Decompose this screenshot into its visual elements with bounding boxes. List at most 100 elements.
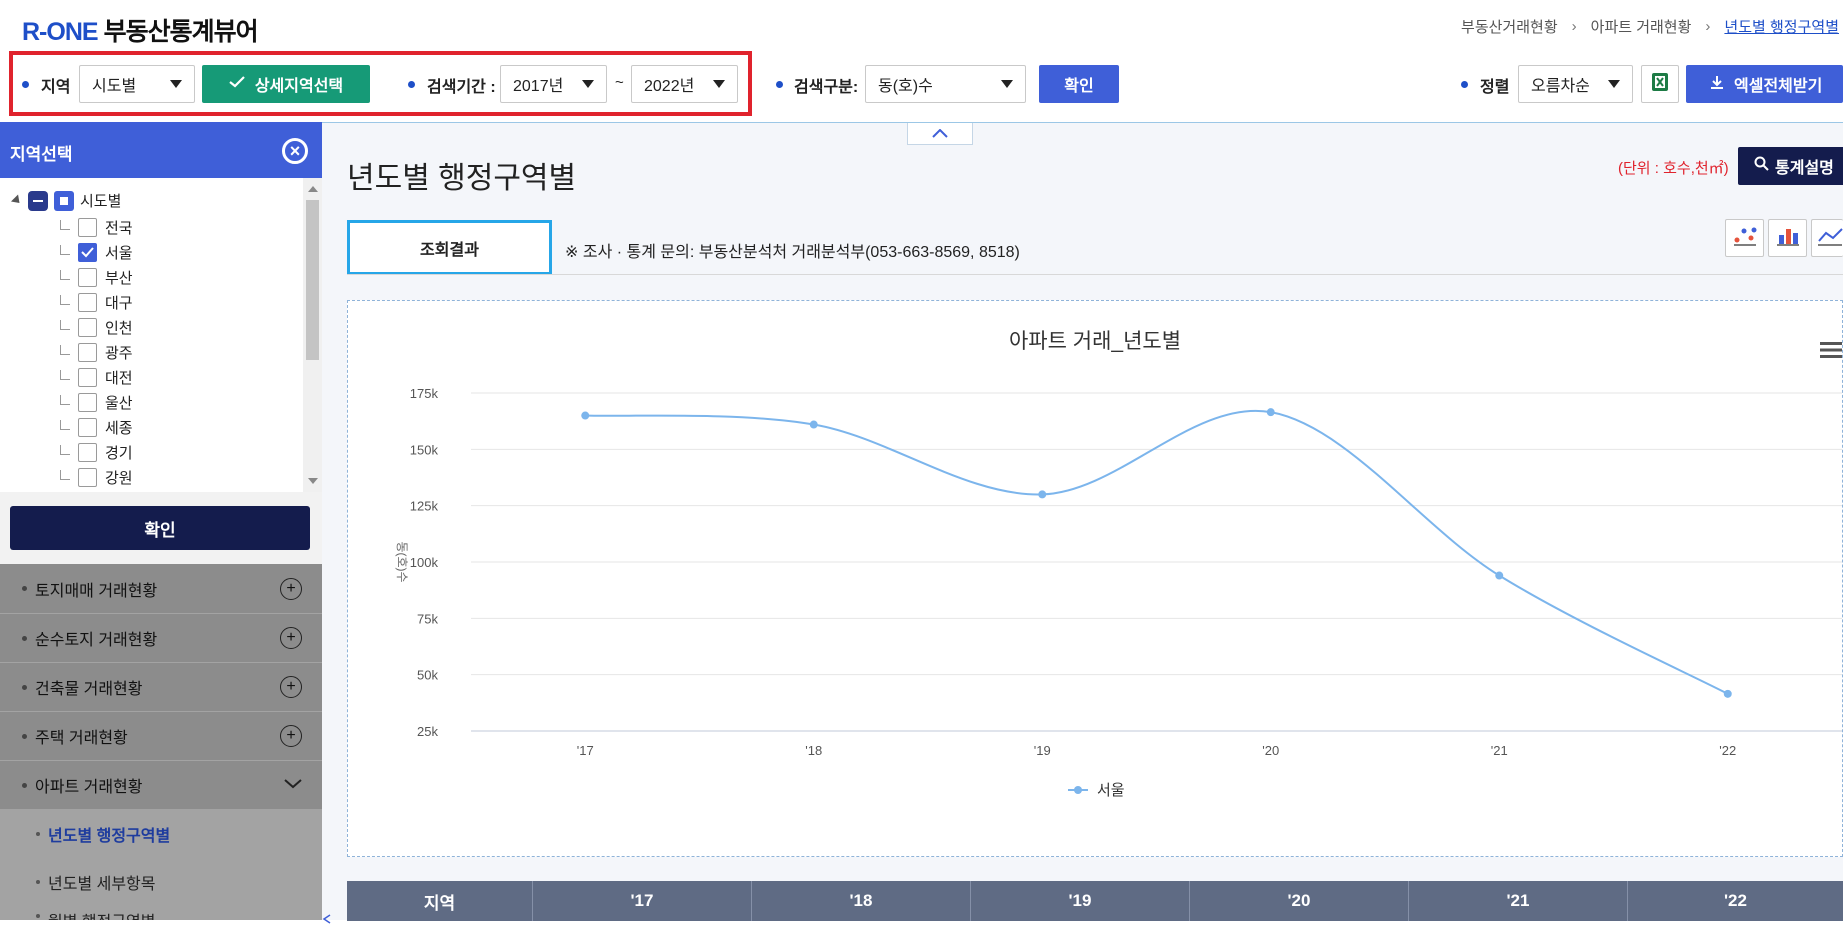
stat-description-button[interactable]: 통계설명: [1738, 147, 1843, 185]
submenu-yearly-region[interactable]: 년도별 행정구역별: [0, 810, 322, 858]
y-tick-label: 100k: [410, 555, 439, 570]
y-tick-label: 150k: [410, 442, 439, 457]
tree-item[interactable]: 세종: [60, 415, 133, 440]
tree-connector: [60, 469, 70, 480]
app-name: 부동산통계뷰어: [103, 18, 259, 46]
scroll-up-icon[interactable]: [308, 186, 318, 192]
menu-housing-trade[interactable]: 주택 거래현황 +: [0, 712, 322, 761]
collapse-icon[interactable]: [28, 190, 48, 211]
tree-item[interactable]: 인천: [60, 315, 133, 340]
region-checkbox[interactable]: [78, 243, 97, 262]
chevron-down-icon: [582, 80, 594, 88]
excel-download-button[interactable]: [1641, 65, 1679, 103]
line-chart-button[interactable]: [1811, 219, 1843, 257]
tree-item[interactable]: 대구: [60, 290, 133, 315]
tree-item-label: 대전: [105, 370, 133, 387]
menu-land-trade[interactable]: 토지매매 거래현황 +: [0, 564, 322, 614]
y-tick-label: 75k: [417, 611, 438, 626]
region-checkbox[interactable]: [78, 268, 97, 287]
table-header-cell: '17: [533, 881, 752, 921]
excel-all-download-button[interactable]: 엑셀전체받기: [1686, 65, 1843, 103]
menu-label: 순수토지 거래현황: [35, 632, 158, 649]
chevron-down-icon: [1001, 80, 1013, 88]
tree-connector: [60, 269, 70, 280]
data-point: [809, 420, 818, 429]
expand-triangle-icon[interactable]: [10, 194, 24, 207]
app-logo[interactable]: R-ONE 부동산통계뷰어: [22, 12, 259, 48]
table-header-cell: '20: [1190, 881, 1409, 921]
tree-root-label: 시도별: [80, 193, 122, 210]
tree-item[interactable]: 전국: [60, 215, 133, 240]
scatter-chart-button[interactable]: [1725, 219, 1764, 257]
tree-item[interactable]: 강원: [60, 465, 133, 490]
chevron-up-icon[interactable]: [284, 776, 302, 794]
tree-item[interactable]: 경기: [60, 440, 133, 465]
region-checkbox[interactable]: [78, 293, 97, 312]
tree-item[interactable]: 광주: [60, 340, 133, 365]
menu-label: 주택 거래현황: [35, 730, 128, 747]
menu-apartment-trade[interactable]: 아파트 거래현황: [0, 761, 322, 810]
submenu-yearly-detail[interactable]: 년도별 세부항목: [0, 858, 322, 906]
region-checkbox[interactable]: [78, 218, 97, 237]
search-type-select[interactable]: 동(호)수: [865, 65, 1026, 103]
region-checkbox[interactable]: [78, 468, 97, 487]
tree-item[interactable]: 울산: [60, 390, 133, 415]
tree-item-label: 대구: [105, 295, 133, 312]
scroll-down-icon[interactable]: [308, 478, 318, 484]
table-header-cell: 지역: [347, 881, 533, 921]
tree-scrollbar[interactable]: [303, 178, 322, 492]
region-confirm-button[interactable]: 확인: [10, 506, 310, 550]
plus-icon[interactable]: +: [280, 627, 302, 649]
x-tick-label: '21: [1491, 743, 1508, 758]
region-label: 지역: [41, 79, 71, 96]
region-checkbox[interactable]: [78, 368, 97, 387]
region-checkbox[interactable]: [78, 418, 97, 437]
bullet-icon: [408, 81, 415, 88]
sort-select[interactable]: 오름차순: [1518, 65, 1633, 103]
data-point: [1723, 689, 1732, 698]
plus-icon[interactable]: +: [280, 676, 302, 698]
table-header-cell: '21: [1409, 881, 1628, 921]
detail-region-button[interactable]: 상세지역선택: [202, 65, 370, 103]
breadcrumb-item-current[interactable]: 년도별 행정구역별: [1724, 19, 1839, 36]
region-checkbox[interactable]: [78, 343, 97, 362]
submenu-label: 월별 행정구역별: [48, 908, 156, 920]
submenu-label: 년도별 행정구역별: [48, 828, 171, 845]
data-point: [1266, 408, 1275, 417]
bar-chart-button[interactable]: [1768, 219, 1807, 257]
confirm-button[interactable]: 확인: [1039, 65, 1119, 103]
tree-item[interactable]: 대전: [60, 365, 133, 390]
tree-item[interactable]: 서울: [60, 240, 133, 265]
bullet-icon: [36, 914, 40, 918]
period-label: 검색기간 :: [427, 79, 496, 96]
region-select[interactable]: 시도별: [79, 65, 195, 103]
submenu-monthly-region[interactable]: 월별 행정구역별: [0, 906, 322, 920]
tree-item[interactable]: 부산: [60, 265, 133, 290]
tab-results[interactable]: 조회결과: [347, 220, 552, 275]
region-checkbox[interactable]: [78, 393, 97, 412]
tree-connector: [60, 369, 70, 380]
scrollbar-thumb[interactable]: [306, 200, 319, 360]
bar-chart-icon: [1776, 225, 1800, 252]
tree-root[interactable]: 시도별: [10, 190, 122, 211]
detail-region-button-label: 상세지역선택: [254, 78, 344, 95]
chart-menu-icon[interactable]: [1820, 341, 1842, 364]
period-to-select[interactable]: 2022년: [631, 65, 738, 103]
menu-pure-land-trade[interactable]: 순수토지 거래현황 +: [0, 614, 322, 663]
region-checkbox[interactable]: [78, 318, 97, 337]
plus-icon[interactable]: +: [280, 725, 302, 747]
unit-note: (단위 : 호수,천㎡): [1618, 160, 1729, 177]
period-from-select[interactable]: 2017년: [500, 65, 607, 103]
close-icon[interactable]: ×: [282, 138, 308, 164]
bullet-icon: [22, 733, 27, 739]
breadcrumb-item-2[interactable]: 아파트 거래현황: [1590, 19, 1692, 36]
region-checkbox[interactable]: [78, 443, 97, 462]
collapse-filter-button[interactable]: [907, 123, 973, 145]
chart-svg: 아파트 거래_년도별 25k 50k 75k 100k 125k 150k 175k '17 '1…: [395, 330, 1842, 799]
breadcrumb-item-1[interactable]: 부동산거래현황: [1461, 19, 1558, 36]
search-icon: [1754, 156, 1769, 176]
partial-checkbox[interactable]: [54, 190, 74, 211]
plus-icon[interactable]: +: [280, 577, 302, 600]
y-tick-label: 50k: [417, 668, 438, 683]
menu-building-trade[interactable]: 건축물 거래현황 +: [0, 663, 322, 712]
